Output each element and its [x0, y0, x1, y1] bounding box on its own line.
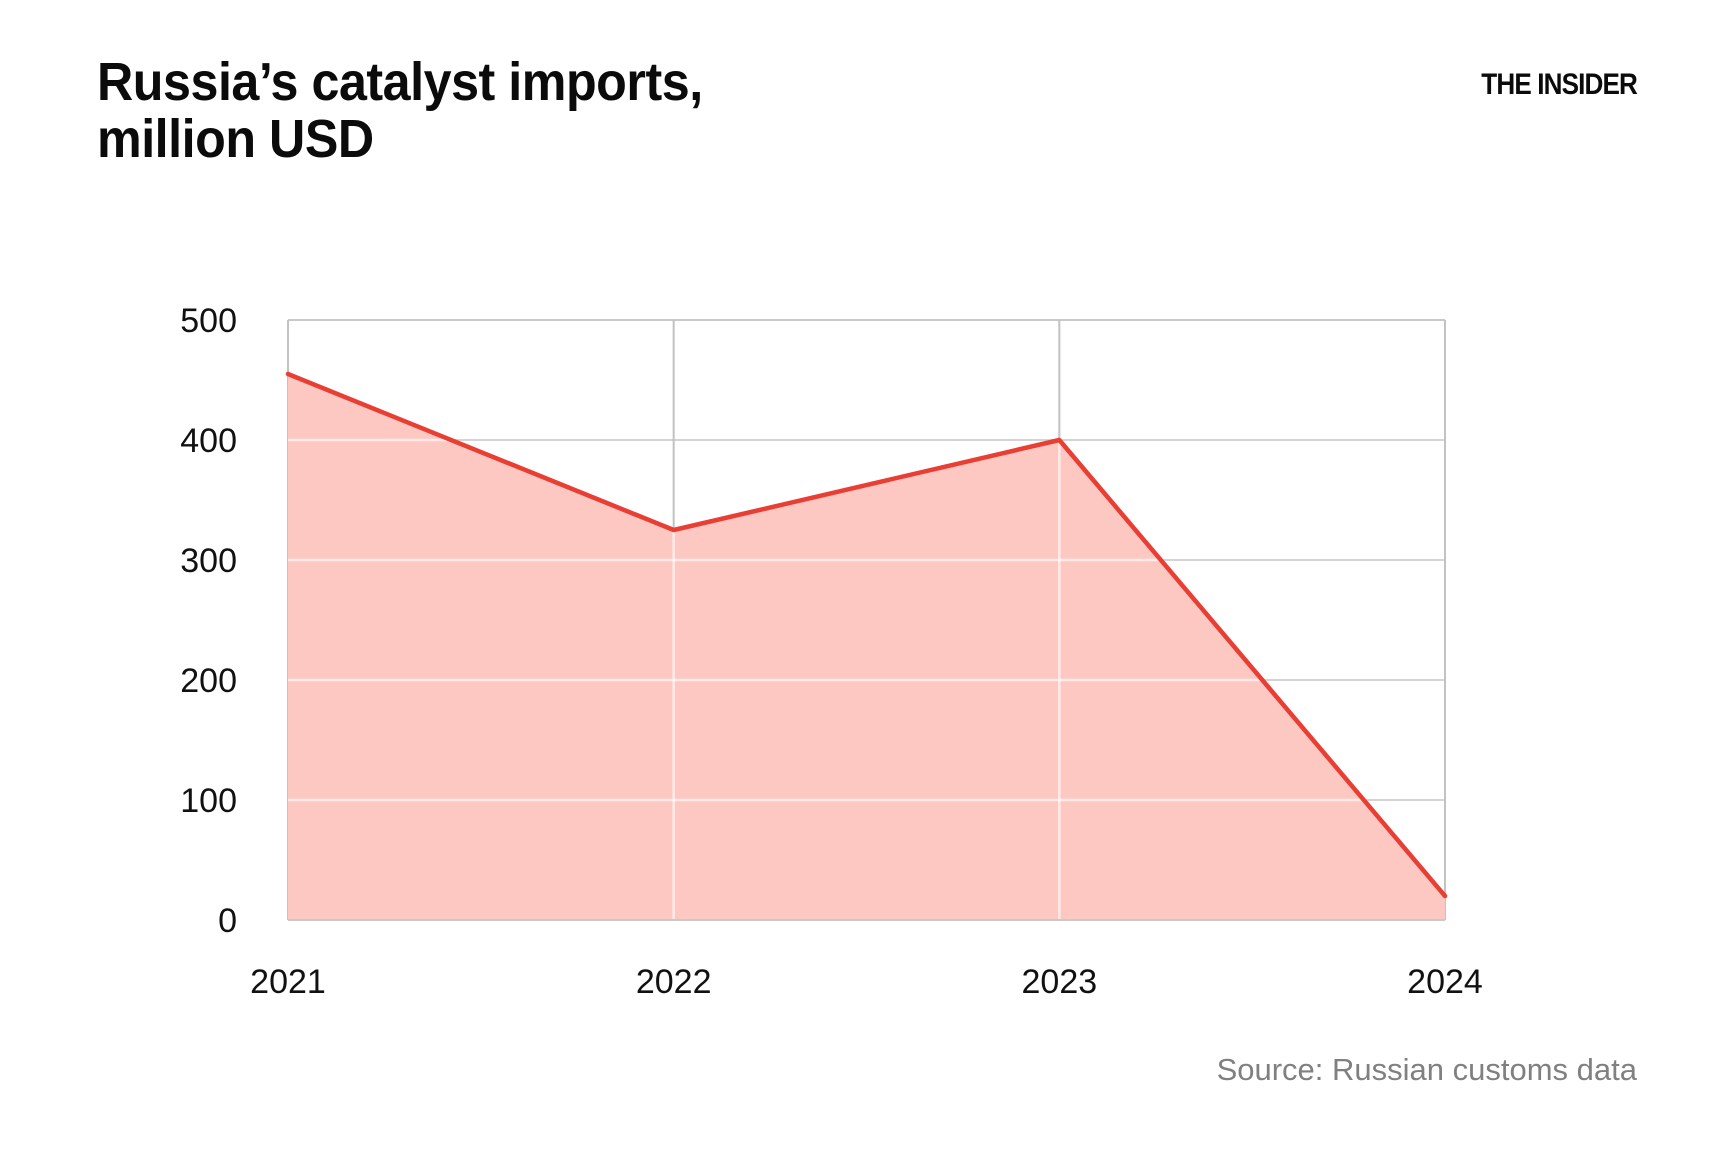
- y-tick-label: 400: [180, 422, 237, 460]
- x-tick-label: 2024: [1407, 963, 1483, 1001]
- y-tick-label: 200: [180, 662, 237, 700]
- x-tick-label: 2023: [1022, 963, 1098, 1001]
- y-tick-label: 0: [218, 902, 237, 940]
- y-tick-label: 500: [180, 302, 237, 340]
- source-caption: Source: Russian customs data: [1216, 1052, 1637, 1087]
- y-tick-label: 300: [180, 542, 237, 580]
- page-title: Russia’s catalyst imports, million USD: [97, 52, 703, 169]
- the-insider-logo: THE INSIDER: [1481, 68, 1638, 101]
- x-tick-label: 2022: [636, 963, 712, 1001]
- trend-line: [285, 371, 1448, 899]
- area-fill: [288, 374, 1445, 920]
- y-tick-label: 100: [180, 782, 237, 820]
- x-tick-label: 2021: [250, 963, 326, 1001]
